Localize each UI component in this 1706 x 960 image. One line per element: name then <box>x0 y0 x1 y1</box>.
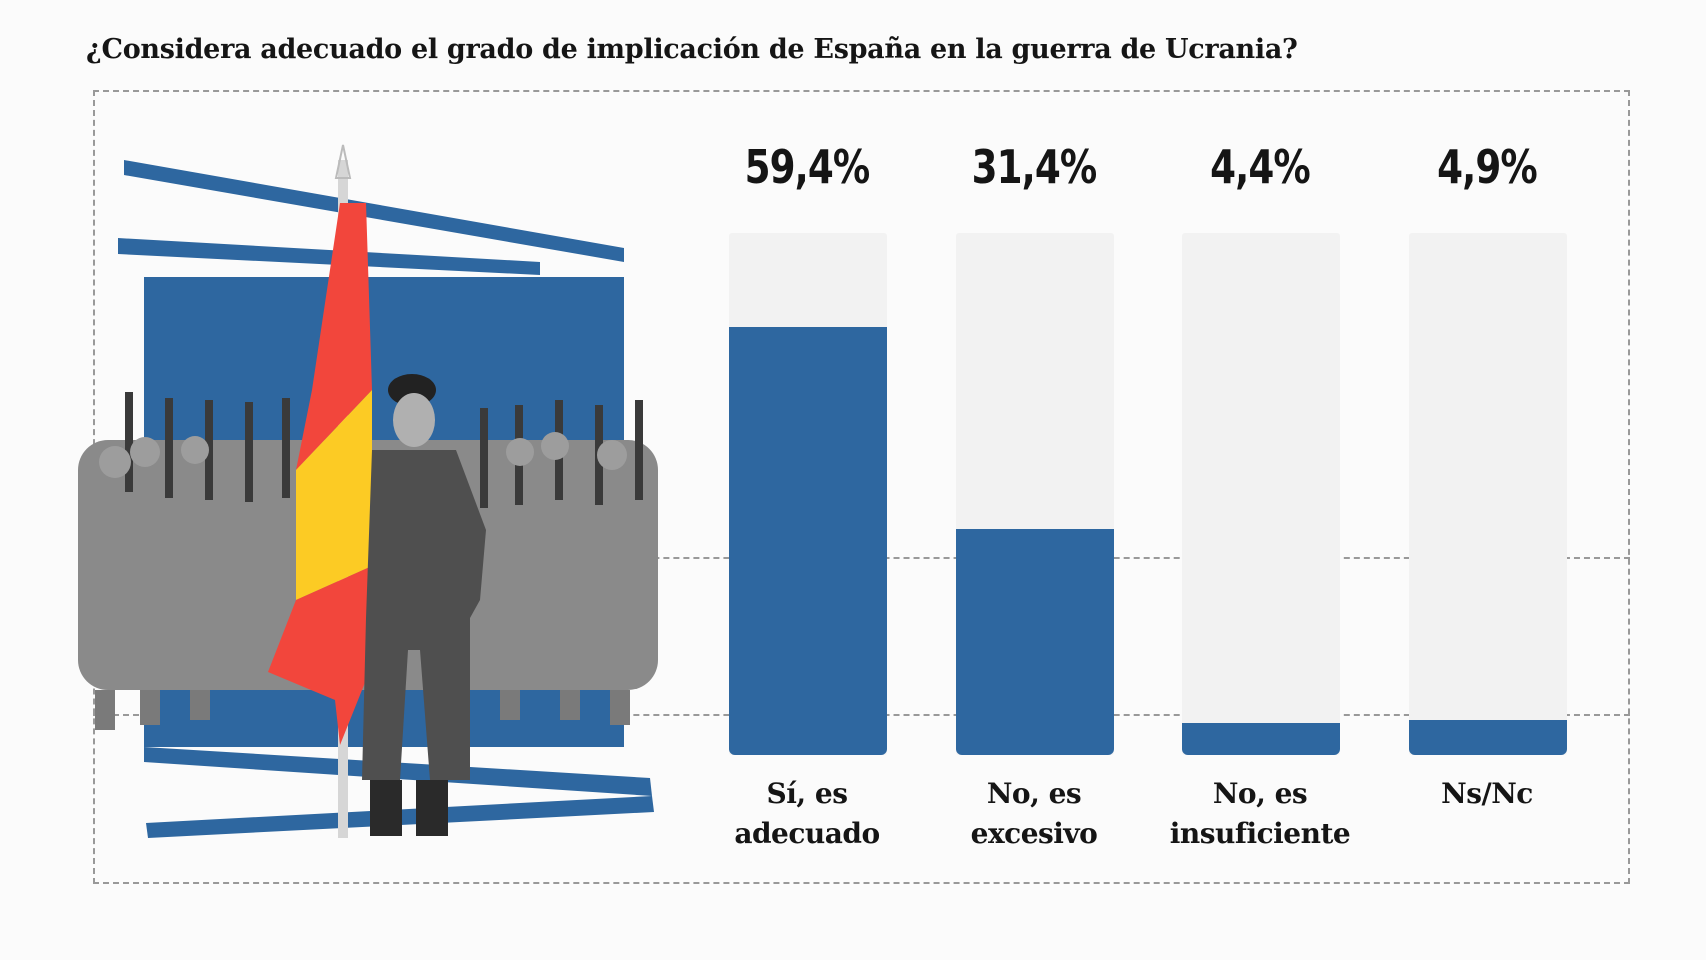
category-label-line: No, es <box>1212 777 1308 810</box>
bar-track <box>1182 233 1340 755</box>
value-label: 31,4% <box>971 140 1098 194</box>
category-label-line: Sí, es <box>766 777 848 810</box>
bar-track <box>956 233 1114 755</box>
bar <box>1182 723 1340 755</box>
bar-track <box>1409 233 1567 755</box>
bar <box>956 528 1114 755</box>
category-label-line: insuficiente <box>1169 817 1351 850</box>
category-label-line: excesivo <box>970 817 1098 850</box>
bar <box>729 327 887 755</box>
illustration <box>78 144 658 838</box>
category-label: No, es insuficiente <box>1150 774 1370 854</box>
value-label: 4,9% <box>1437 140 1538 194</box>
category-label-line: No, es <box>986 777 1082 810</box>
value-label: 59,4% <box>744 140 871 194</box>
category-label: No, es excesivo <box>924 774 1144 854</box>
bar <box>1409 719 1567 755</box>
chart-title: ¿Considera adecuado el grado de implicac… <box>86 34 1298 65</box>
spanish-flag-icon <box>268 203 378 745</box>
category-label: Sí, es adecuado <box>697 774 917 854</box>
bar-track <box>729 233 887 755</box>
category-label-line: Ns/Nc <box>1441 777 1533 810</box>
value-label: 4,4% <box>1210 140 1311 194</box>
category-label-line: adecuado <box>734 817 880 850</box>
category-label: Ns/Nc <box>1377 774 1597 814</box>
soldier-front <box>362 374 486 836</box>
